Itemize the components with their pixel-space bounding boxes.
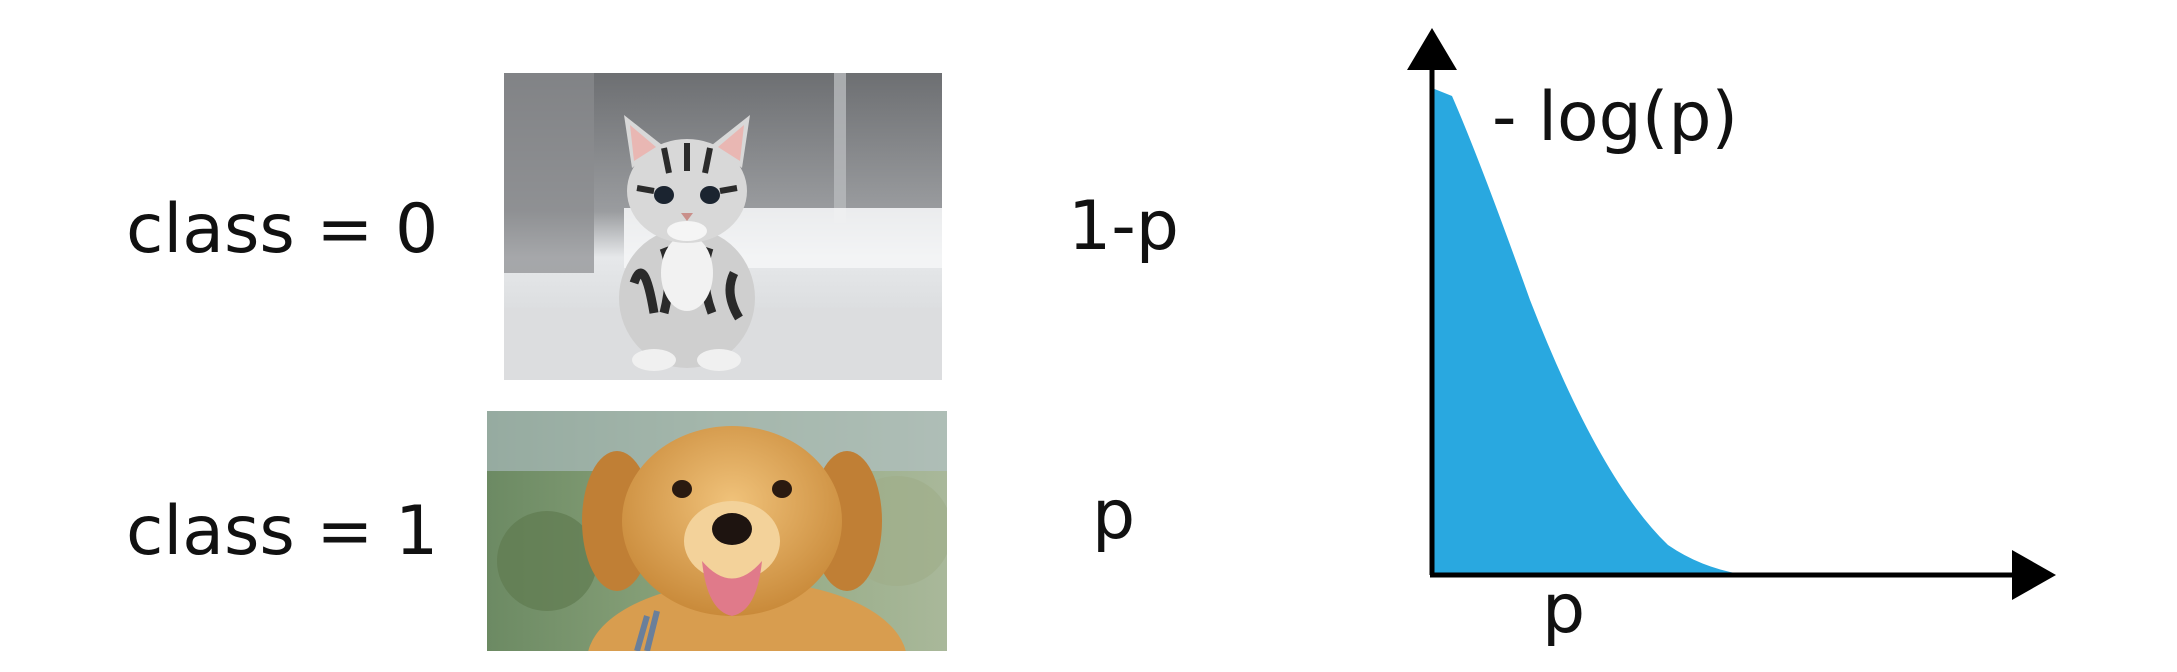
class-0-label: class = 0	[126, 190, 439, 269]
neg-log-curve-area	[1432, 88, 1740, 574]
kitten-photo	[504, 73, 942, 380]
x-axis-label: p	[1542, 570, 1585, 649]
puppy-photo	[487, 411, 947, 651]
curve-label: - log(p)	[1492, 78, 1738, 157]
probability-label-class-1: p	[1092, 476, 1136, 555]
x-axis-arrow-icon	[2012, 550, 2056, 600]
class-1-label: class = 1	[126, 492, 439, 571]
y-axis-arrow-icon	[1407, 28, 1457, 70]
probability-label-class-0: 1-p	[1068, 187, 1179, 266]
